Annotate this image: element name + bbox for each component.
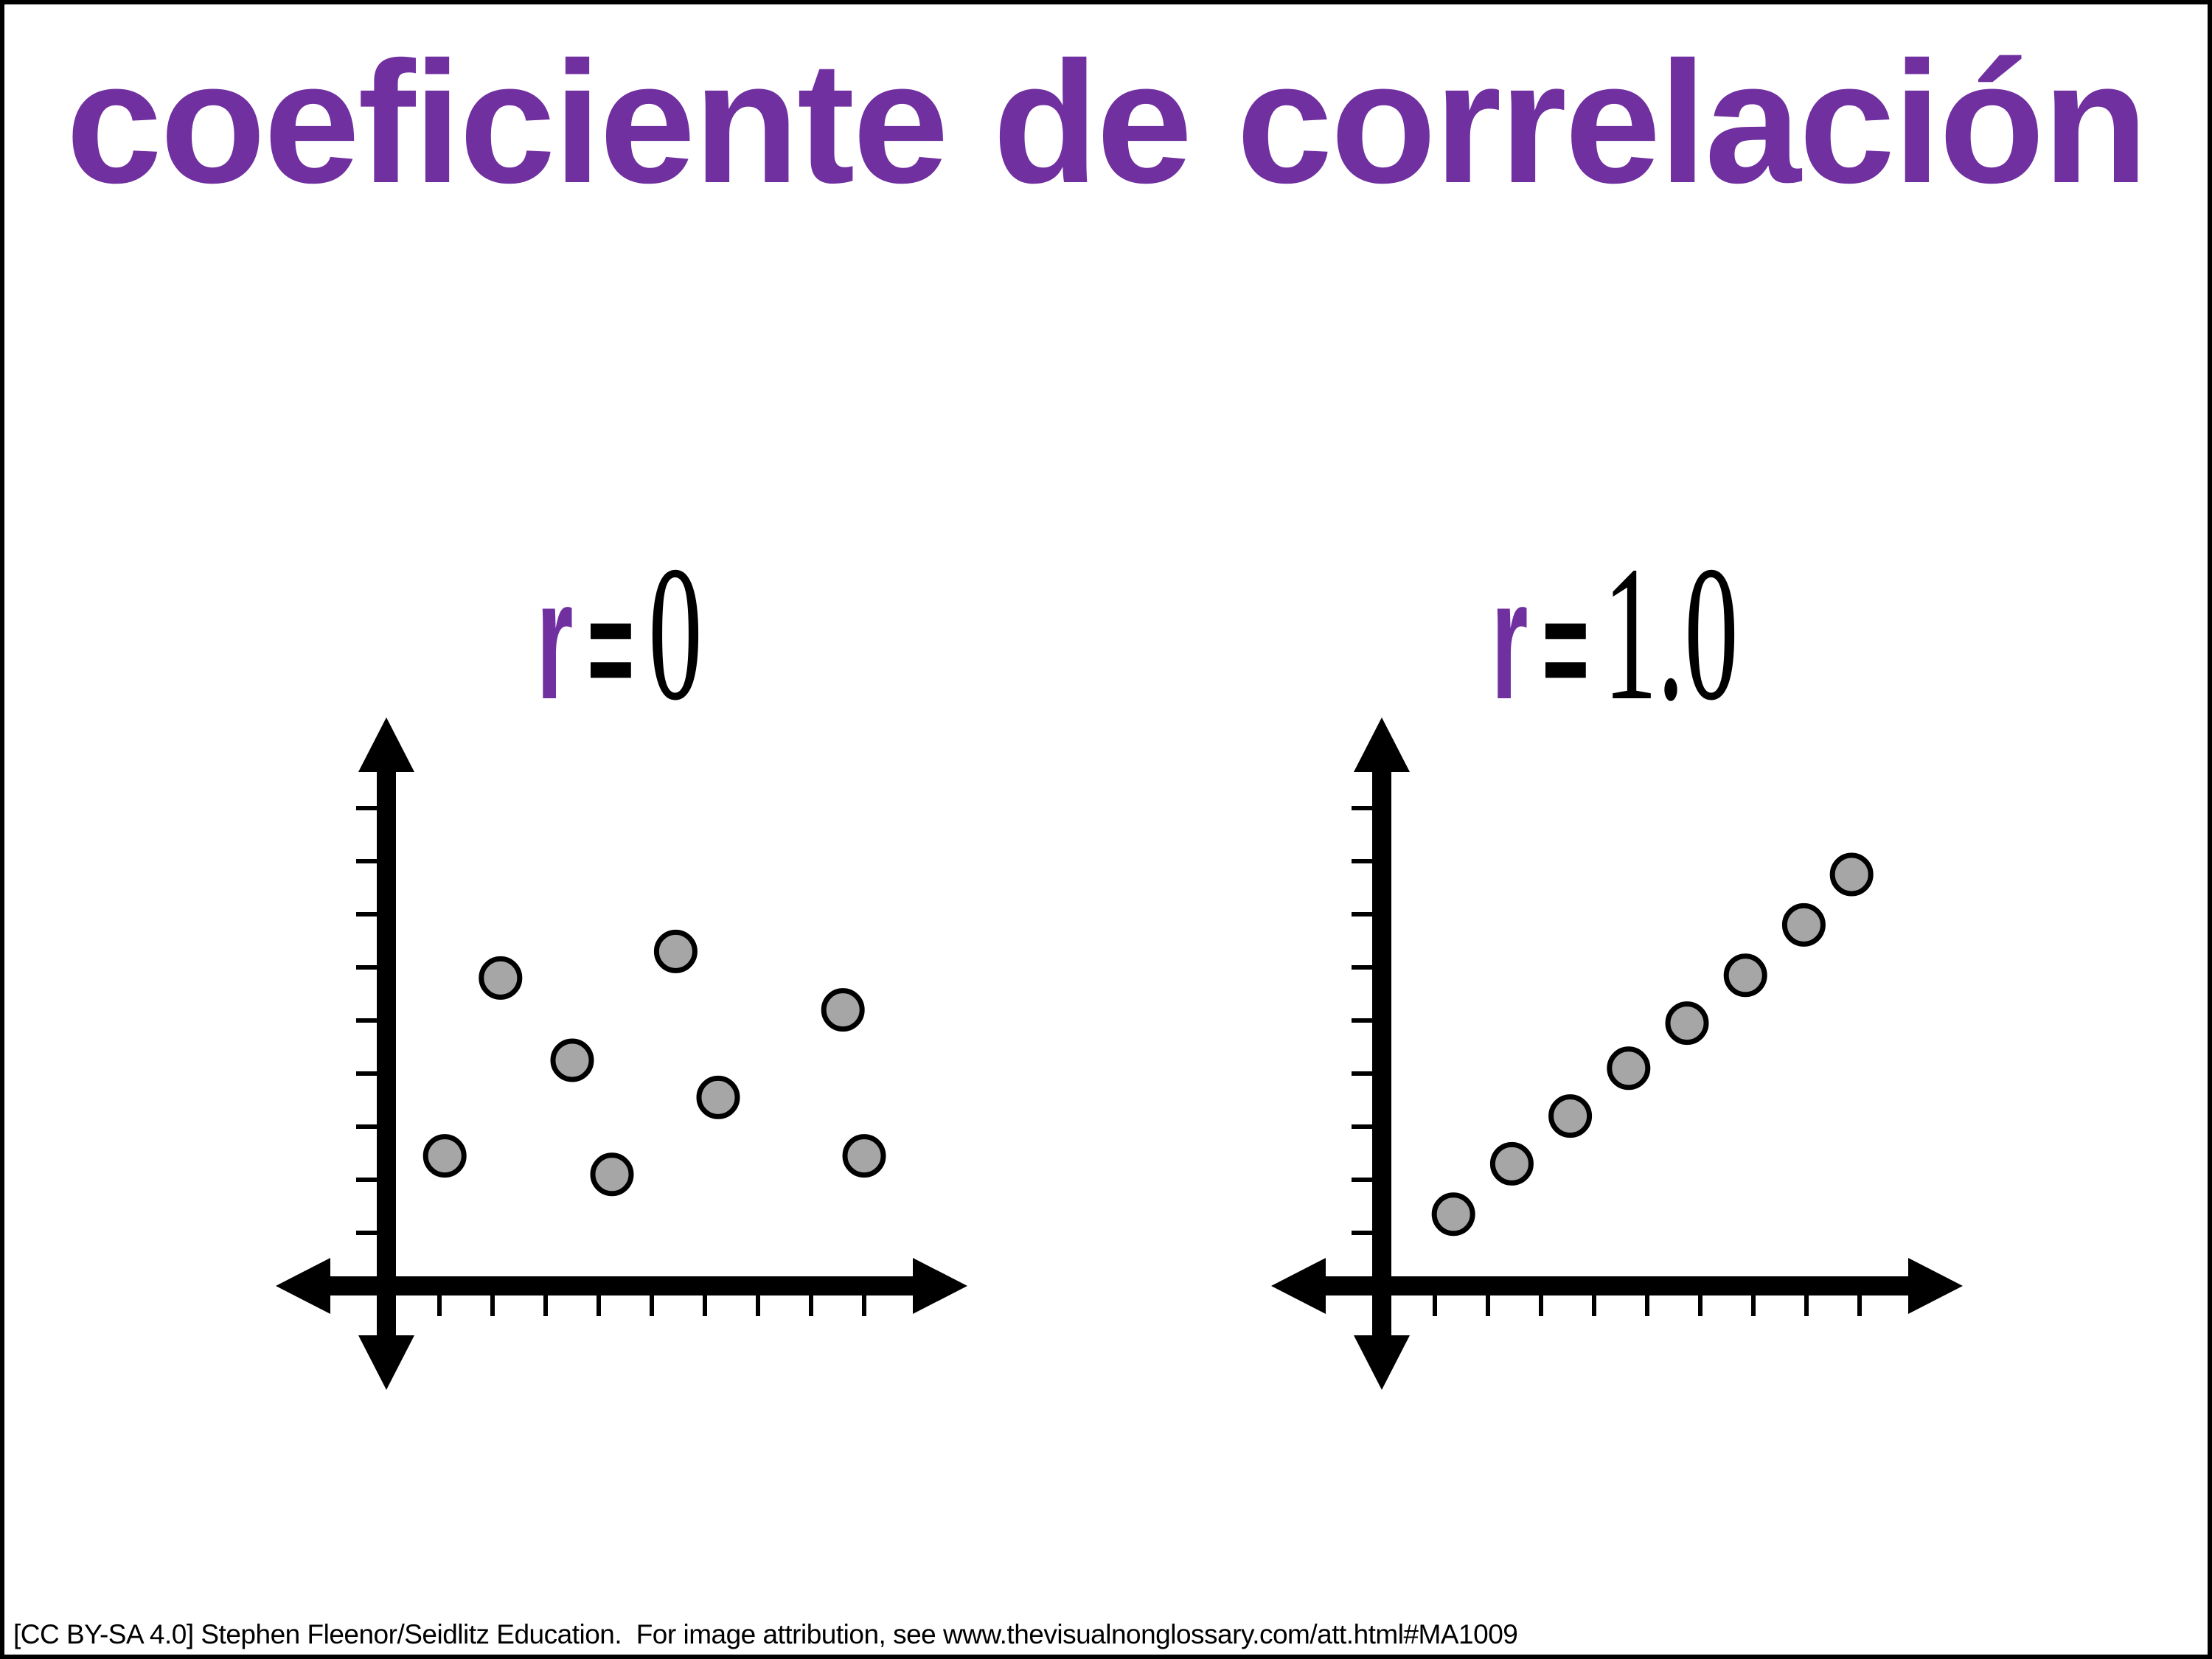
data-point xyxy=(550,1038,594,1082)
y-tick xyxy=(356,965,378,970)
y-tick xyxy=(1352,965,1373,970)
x-tick xyxy=(437,1295,442,1316)
y-tick xyxy=(356,1124,378,1129)
x-axis xyxy=(1271,1258,1963,1314)
y-tick xyxy=(356,1071,378,1076)
data-point xyxy=(1723,953,1767,998)
data-point xyxy=(821,988,865,1032)
y-tick xyxy=(1352,1124,1373,1129)
arrow-up-icon xyxy=(1354,717,1410,772)
data-point xyxy=(1431,1192,1475,1237)
y-tick xyxy=(1352,1071,1373,1076)
data-points xyxy=(422,929,886,1197)
x-tick xyxy=(650,1295,654,1316)
r-value: 0 xyxy=(648,526,703,740)
equals-sign: = xyxy=(587,568,635,729)
tick-marks xyxy=(1352,806,1862,1316)
arrow-right-icon xyxy=(1908,1258,1963,1314)
x-tick xyxy=(597,1295,601,1316)
data-point xyxy=(422,1134,467,1178)
x-tick xyxy=(809,1295,813,1316)
y-tick xyxy=(1352,859,1373,863)
data-point xyxy=(1781,902,1826,947)
data-point xyxy=(842,1134,886,1178)
y-tick xyxy=(1352,1231,1373,1235)
scatter-plot-r0 xyxy=(276,717,967,1390)
data-point xyxy=(1489,1141,1534,1186)
x-tick xyxy=(862,1295,866,1316)
arrow-down-icon xyxy=(358,1335,414,1390)
x-tick xyxy=(1592,1295,1596,1316)
data-point xyxy=(1607,1046,1651,1091)
y-tick xyxy=(1352,1018,1373,1023)
x-tick xyxy=(756,1295,760,1316)
y-axis xyxy=(358,717,414,1390)
r-symbol: r xyxy=(1491,545,1528,734)
x-tick xyxy=(1857,1295,1862,1316)
arrow-left-icon xyxy=(276,1258,330,1314)
r-value: 1.0 xyxy=(1603,526,1739,740)
arrow-up-icon xyxy=(358,717,414,772)
y-tick xyxy=(356,912,378,917)
x-tick xyxy=(543,1295,548,1316)
x-tick xyxy=(490,1295,495,1316)
x-tick xyxy=(1804,1295,1809,1316)
y-tick xyxy=(356,806,378,810)
x-tick xyxy=(703,1295,707,1316)
x-axis xyxy=(276,1258,967,1314)
arrow-down-icon xyxy=(1354,1335,1410,1390)
r-symbol: r xyxy=(536,545,574,734)
data-point xyxy=(1665,1001,1709,1046)
y-tick xyxy=(356,1231,378,1235)
x-tick xyxy=(1645,1295,1649,1316)
y-tick xyxy=(356,1178,378,1182)
tick-marks xyxy=(356,806,866,1316)
data-point xyxy=(1548,1094,1593,1138)
r-equals-1-label: r=1.0 xyxy=(1408,537,1821,730)
data-point xyxy=(479,956,523,1000)
x-tick xyxy=(1486,1295,1490,1316)
data-point xyxy=(696,1075,740,1119)
y-tick xyxy=(1352,1178,1373,1182)
data-point xyxy=(590,1152,634,1197)
x-tick xyxy=(1433,1295,1437,1316)
data-point xyxy=(653,929,698,973)
x-tick xyxy=(1539,1295,1543,1316)
attribution-text: [CC BY-SA 4.0] Stephen Fleenor/Seidlitz … xyxy=(13,1619,1518,1649)
y-tick xyxy=(356,859,378,863)
x-tick xyxy=(1698,1295,1703,1316)
arrow-right-icon xyxy=(913,1258,967,1314)
equals-sign: = xyxy=(1542,568,1590,729)
y-axis xyxy=(1354,717,1410,1390)
y-tick xyxy=(1352,806,1373,810)
page-title: coeficiente de correlación xyxy=(66,25,2148,219)
data-point xyxy=(1829,852,1874,897)
r-equals-0-label: r=0 xyxy=(413,537,826,730)
data-points xyxy=(1431,852,1874,1237)
scatter-plot-r1 xyxy=(1271,717,1963,1390)
y-tick xyxy=(356,1018,378,1023)
arrow-left-icon xyxy=(1271,1258,1326,1314)
y-tick xyxy=(1352,912,1373,917)
x-tick xyxy=(1751,1295,1756,1316)
